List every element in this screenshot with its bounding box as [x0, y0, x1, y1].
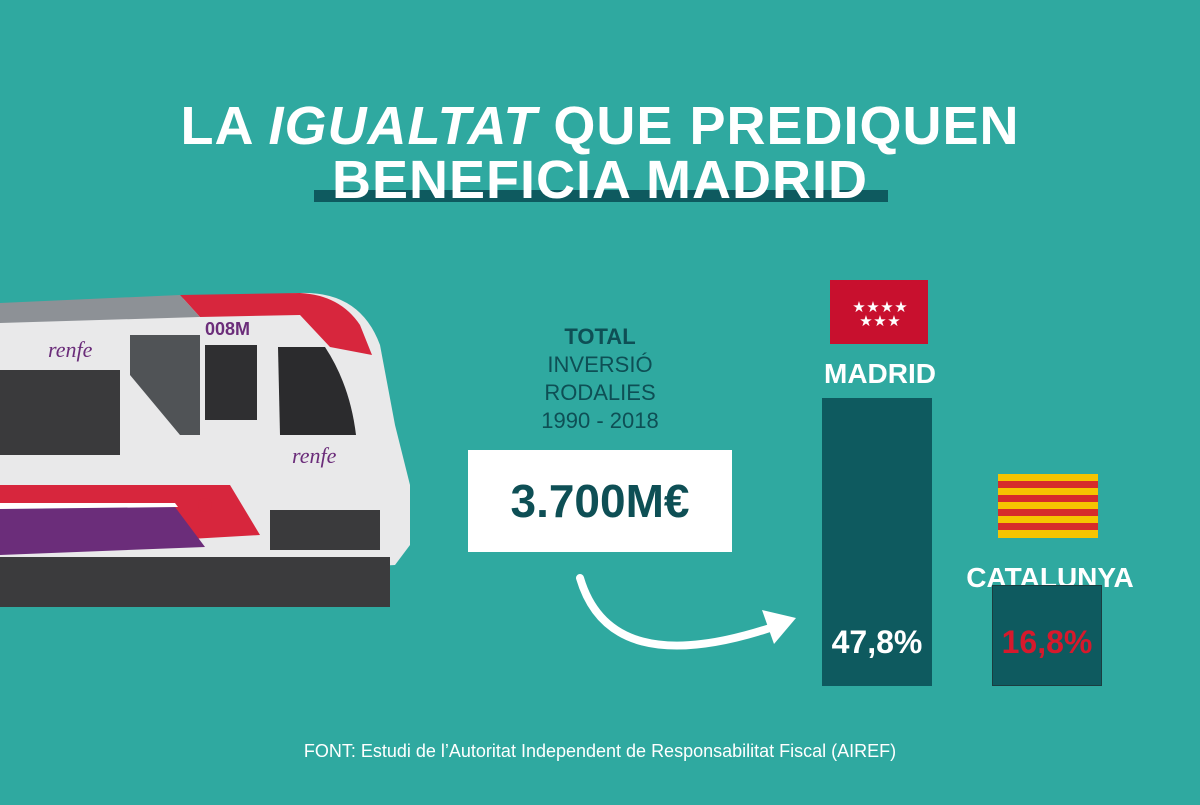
svg-text:★: ★ — [880, 298, 893, 316]
madrid-flag: ★ ★ ★ ★ ★ ★ ★ — [830, 280, 928, 344]
svg-text:★: ★ — [894, 298, 907, 316]
title-emphasis: IGUALTAT — [268, 96, 538, 156]
bar-value-madrid: 47,8% — [831, 624, 923, 660]
svg-text:★: ★ — [873, 312, 886, 330]
investment-share-chart: ★ ★ ★ ★ ★ ★ ★ MADRID CATALUNYA 47,8% 16,8% — [790, 270, 1190, 700]
bar-value-catalunya: 16,8% — [1001, 624, 1093, 660]
train-logo-side: renfe — [48, 337, 93, 362]
total-line-rodalies: RODALIES — [544, 380, 656, 405]
total-heading: TOTAL — [564, 324, 636, 349]
main-title-line-2: BENEFICIA MADRID — [332, 150, 868, 210]
region-label-madrid: MADRID — [824, 358, 936, 389]
bar-madrid — [822, 398, 932, 686]
svg-text:★: ★ — [852, 298, 865, 316]
train-logo-front: renfe — [292, 443, 337, 468]
title-prefix: LA — [180, 96, 269, 156]
total-amount: 3.700M€ — [510, 475, 690, 527]
total-line-years: 1990 - 2018 — [541, 408, 659, 433]
train-number: 008M — [205, 319, 250, 339]
total-line-investment: INVERSIÓ — [547, 352, 653, 377]
main-title-line-1: LA IGUALTAT QUE PREDIQUEN — [0, 98, 1200, 154]
title-underline — [314, 190, 888, 202]
title-suffix: QUE PREDIQUEN — [537, 96, 1020, 156]
source-note: FONT: Estudi de l’Autoritat Independent … — [303, 741, 897, 761]
total-amount-box: 3.700M€ — [468, 450, 732, 552]
svg-text:★: ★ — [859, 312, 872, 330]
bar-catalunya — [992, 585, 1102, 686]
svg-text:★: ★ — [866, 298, 879, 316]
svg-text:★: ★ — [887, 312, 900, 330]
curved-arrow — [576, 574, 796, 650]
train-illustration: 008M renfe renfe — [0, 292, 410, 607]
catalunya-flag — [998, 474, 1098, 538]
